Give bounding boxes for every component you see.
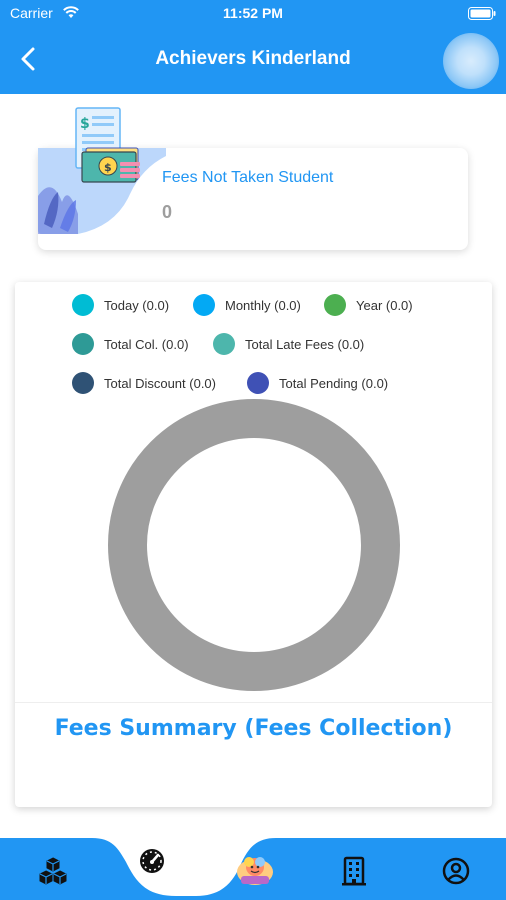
nav-item-school[interactable]: [235, 850, 275, 890]
legend-swatch: [72, 333, 94, 355]
legend-item-year: Year (0.0): [324, 293, 413, 317]
building-icon: [342, 856, 366, 886]
legend-label: Total Pending (0.0): [279, 375, 389, 391]
app-header: Carrier 11:52 PM Achievers Kinderland: [0, 0, 506, 94]
legend-item-total-pending: Total Pending (0.0): [247, 371, 388, 395]
avatar[interactable]: [443, 33, 499, 89]
nav-item-building[interactable]: [337, 854, 371, 888]
dashboard-gauge-icon: [140, 849, 164, 873]
fees-not-taken-label: Fees Not Taken Student: [162, 169, 334, 186]
legend-swatch: [72, 294, 94, 316]
page-title: Achievers Kinderland: [155, 48, 351, 69]
legend-item-total-late-fees: Total Late Fees (0.0): [213, 332, 364, 356]
legend-label: Total Col. (0.0): [104, 336, 189, 352]
legend-item-total-col: Total Col. (0.0): [72, 332, 189, 356]
legend-swatch: [213, 333, 235, 355]
legend-swatch: [324, 294, 346, 316]
cubes-icon: [39, 857, 67, 885]
legend-label: Total Discount (0.0): [104, 375, 216, 391]
nav-item-cubes[interactable]: [36, 854, 70, 888]
profile-icon: [442, 857, 470, 885]
svg-text:$: $: [80, 116, 90, 132]
legend-label: Monthly (0.0): [225, 297, 301, 313]
fees-donut-chart: [108, 399, 400, 691]
legend-label: Today (0.0): [104, 297, 170, 313]
chevron-left-icon: [21, 47, 35, 71]
legend-label: Total Late Fees (0.0): [245, 336, 365, 352]
school-logo-icon: [237, 857, 273, 885]
svg-text:$: $: [104, 161, 112, 174]
legend-swatch: [72, 372, 94, 394]
carrier-label: Carrier: [10, 5, 53, 21]
legend-swatch: [247, 372, 269, 394]
wifi-icon: [62, 5, 80, 23]
battery-icon: [468, 7, 496, 24]
nav-item-dashboard[interactable]: [135, 844, 169, 878]
chart-divider: [15, 702, 492, 703]
fees-not-taken-count: 0: [162, 202, 173, 222]
fees-summary-title: Fees Summary (Fees Collection): [54, 716, 453, 741]
legend-item-total-discount: Total Discount (0.0): [72, 371, 216, 395]
donut-empty-ring: [108, 399, 400, 691]
nav-item-profile[interactable]: [439, 854, 473, 888]
legend-item-monthly: Monthly (0.0): [193, 293, 301, 317]
fees-illustration-icon: $ $: [38, 106, 168, 240]
status-time: 11:52 PM: [223, 5, 283, 21]
fees-chart-card: [15, 282, 492, 807]
back-button[interactable]: [14, 44, 44, 74]
legend-swatch: [193, 294, 215, 316]
bottom-navigation: [0, 838, 506, 900]
status-bar: Carrier 11:52 PM: [0, 0, 506, 28]
legend-item-today: Today (0.0): [72, 293, 169, 317]
legend-label: Year (0.0): [356, 297, 413, 313]
